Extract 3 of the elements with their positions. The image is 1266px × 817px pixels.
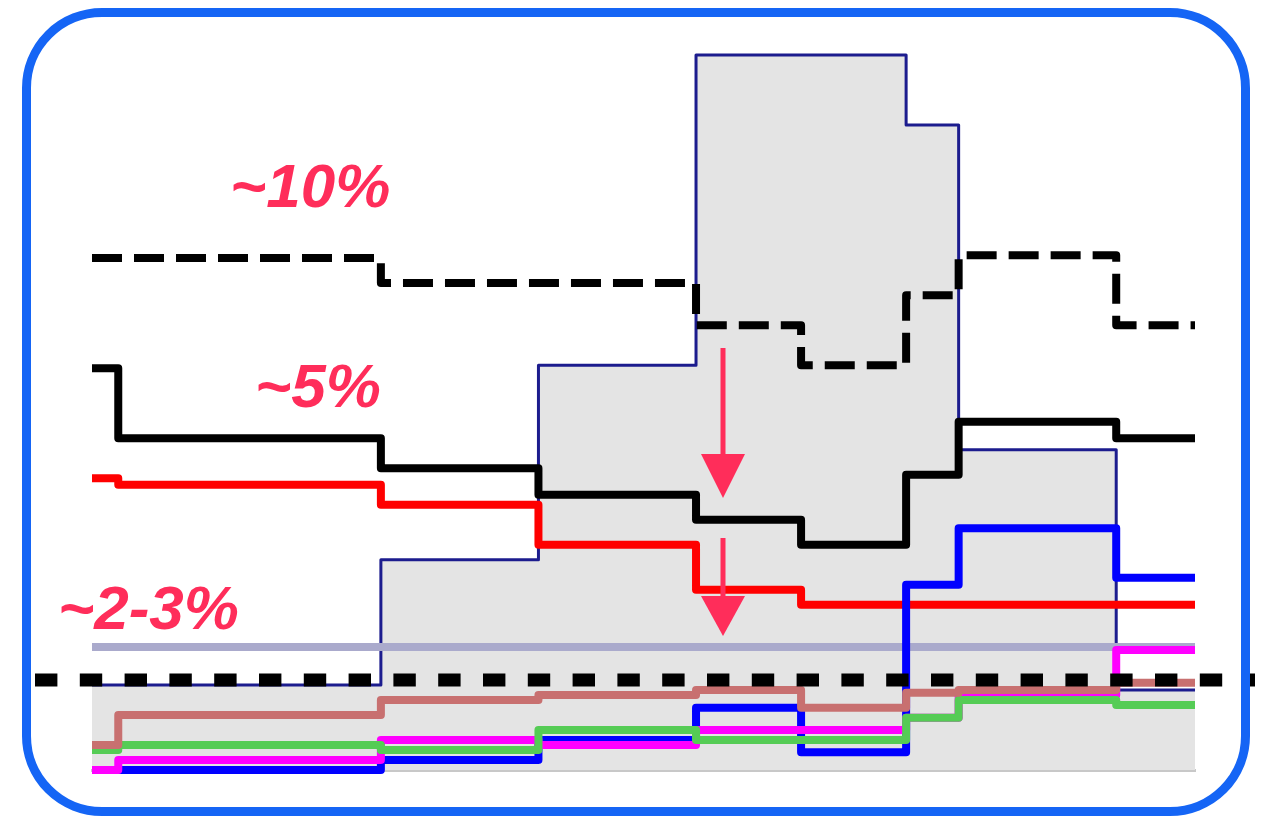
annotation: ~2-3% [58, 572, 239, 643]
annotation: ~10% [230, 150, 391, 221]
annotation: ~5% [255, 350, 381, 421]
